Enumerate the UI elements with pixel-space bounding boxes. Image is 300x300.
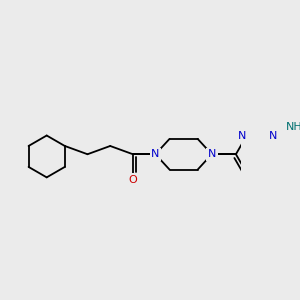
Text: O: O (128, 175, 137, 185)
Text: NH: NH (286, 122, 300, 132)
Text: N: N (151, 149, 160, 159)
Text: N: N (269, 131, 277, 141)
Text: N: N (238, 131, 247, 141)
Text: N: N (208, 149, 216, 159)
